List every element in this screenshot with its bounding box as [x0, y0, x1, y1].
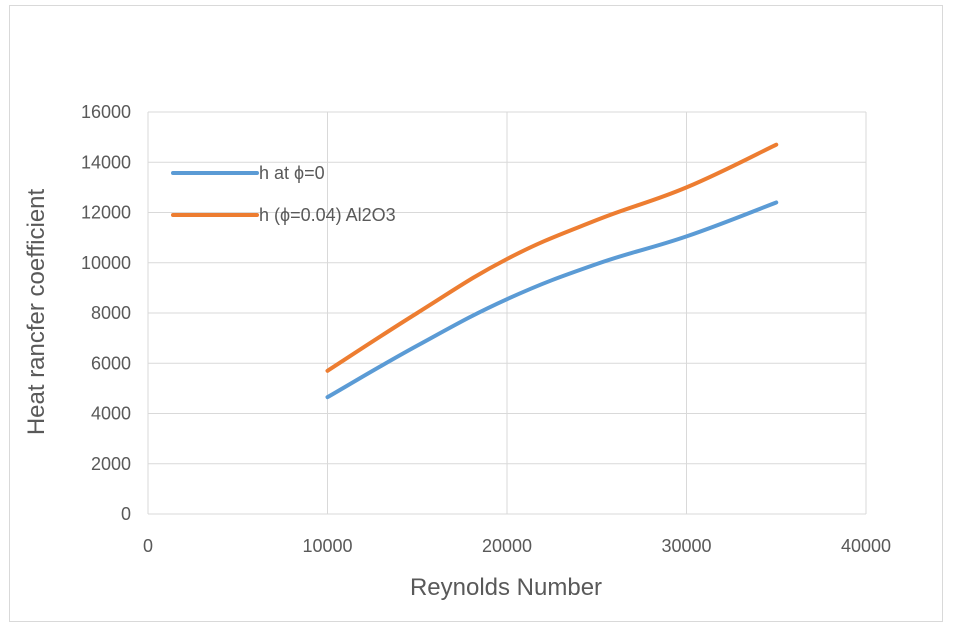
legend: h at ϕ=0 h (ϕ=0.04) Al2O3: [171, 163, 396, 225]
y-tick-label: 12000: [81, 203, 131, 223]
y-axis-ticks: 0 2000 4000 6000 8000 10000 12000 14000 16000: [81, 102, 131, 524]
series-line-2: [325, 142, 779, 373]
y-tick-label: 8000: [91, 303, 131, 323]
y-tick-label: 2000: [91, 454, 131, 474]
legend-label-2: h (ϕ=0.04) Al2O3: [259, 205, 396, 225]
y-tick-label: 16000: [81, 102, 131, 122]
x-tick-label: 20000: [482, 536, 532, 556]
x-axis-ticks: 0 10000 20000 30000 40000: [143, 536, 891, 556]
y-tick-label: 4000: [91, 404, 131, 424]
y-tick-label: 14000: [81, 152, 131, 172]
y-axis-title: Heat rancfer coefficient: [23, 188, 50, 435]
y-tick-label: 6000: [91, 353, 131, 373]
y-tick-label: 10000: [81, 253, 131, 273]
x-tick-label: 40000: [841, 536, 891, 556]
x-tick-label: 10000: [302, 536, 352, 556]
x-tick-label: 0: [143, 536, 153, 556]
x-axis-title: Reynolds Number: [410, 574, 602, 601]
series-line-1: [325, 200, 779, 400]
x-tick-label: 30000: [661, 536, 711, 556]
series-layer: [325, 142, 779, 400]
legend-label-1: h at ϕ=0: [259, 163, 325, 183]
y-tick-label: 0: [121, 504, 131, 524]
